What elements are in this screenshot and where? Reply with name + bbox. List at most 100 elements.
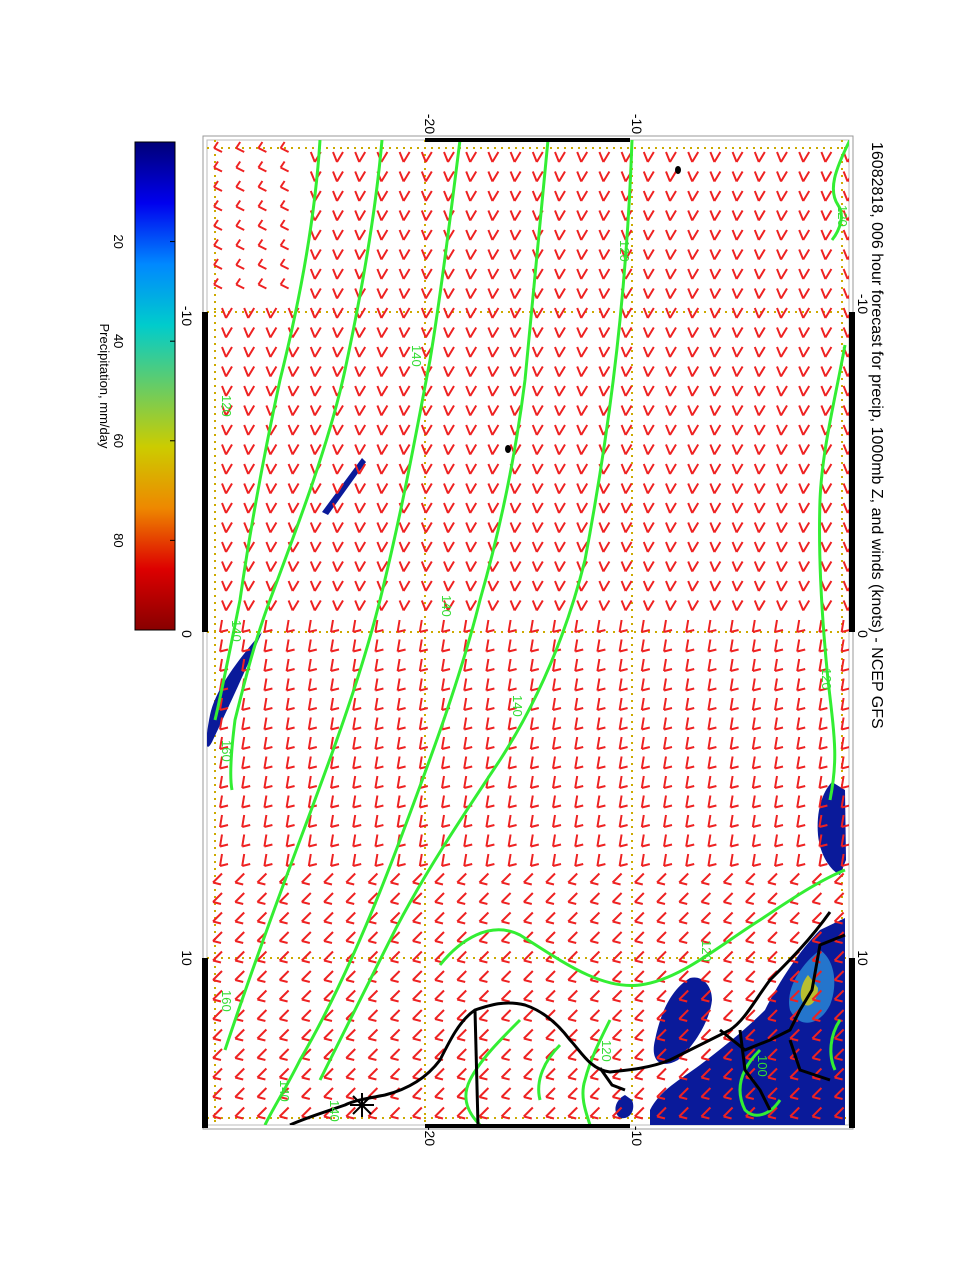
wind-barb xyxy=(396,697,406,711)
wind-barb xyxy=(420,170,433,183)
wind-barb xyxy=(567,1106,578,1120)
wind-barb xyxy=(354,424,367,436)
wind-barb xyxy=(243,502,256,514)
wind-barb xyxy=(665,307,677,319)
wind-barb xyxy=(642,248,655,261)
wind-barb xyxy=(620,560,633,573)
wind-barb xyxy=(709,599,722,612)
wind-barb xyxy=(441,639,451,653)
wind-barb xyxy=(818,736,828,750)
wind-barb xyxy=(642,326,655,339)
wind-barb xyxy=(774,814,784,828)
wind-barb xyxy=(576,307,589,319)
wind-barb xyxy=(833,970,845,983)
wind-barb xyxy=(552,678,562,692)
wind-barb xyxy=(507,658,517,672)
wind-barb xyxy=(598,229,611,241)
wind-barb xyxy=(463,853,473,867)
wind-barb xyxy=(731,580,744,592)
wind-barb xyxy=(507,853,517,867)
wind-barb xyxy=(330,639,340,653)
wind-barb xyxy=(554,365,566,378)
wind-barb xyxy=(434,1009,445,1022)
wind-barb xyxy=(412,1048,423,1061)
wind-barb xyxy=(576,482,589,495)
wind-barb xyxy=(731,365,744,378)
wind-barb xyxy=(443,170,455,183)
wind-barb xyxy=(500,989,512,1003)
wind-barb xyxy=(545,911,556,925)
wind-barb xyxy=(221,521,233,534)
wind-barb xyxy=(620,365,633,378)
wind-barb xyxy=(811,1087,823,1100)
wind-barb xyxy=(840,717,849,731)
wind-barb xyxy=(221,541,233,553)
wind-barb xyxy=(685,736,695,750)
wind-barb xyxy=(243,346,256,358)
wind-barb xyxy=(665,151,677,163)
wind-barb xyxy=(374,619,384,633)
wind-barb xyxy=(354,248,367,261)
wind-barb xyxy=(352,795,362,809)
wind-barb xyxy=(463,678,473,692)
wind-barb xyxy=(235,141,245,153)
wind-barb xyxy=(287,463,300,475)
wind-barb xyxy=(465,560,478,573)
wind-barb xyxy=(685,775,695,789)
wind-barb xyxy=(663,795,673,809)
wind-barb xyxy=(767,872,778,886)
wind-barb xyxy=(412,1087,423,1100)
wind-barb xyxy=(376,190,389,202)
wind-barb xyxy=(243,404,256,417)
wind-barb xyxy=(552,736,562,750)
wind-barb xyxy=(389,931,401,944)
wind-barb xyxy=(307,736,318,750)
wind-barb xyxy=(796,814,806,828)
wind-barb xyxy=(531,560,544,573)
wind-barb xyxy=(441,775,451,789)
wind-barb xyxy=(398,443,411,456)
wind-barb xyxy=(420,268,433,280)
wind-barb xyxy=(745,931,756,944)
wind-barb xyxy=(687,580,700,592)
wind-barb xyxy=(598,170,611,183)
wind-barb xyxy=(709,190,722,202)
wind-barb xyxy=(523,1048,534,1061)
wind-barb xyxy=(656,872,667,886)
wind-barb xyxy=(576,541,589,553)
wind-barb xyxy=(256,1048,268,1061)
wind-barb xyxy=(523,1087,534,1100)
wind-barb xyxy=(842,366,849,378)
wind-barb xyxy=(774,795,784,809)
wind-barb xyxy=(456,1106,467,1120)
top-lat-label: -20 xyxy=(422,114,438,134)
wind-barb xyxy=(820,404,833,417)
wind-barb xyxy=(840,814,849,828)
wind-barb xyxy=(212,1028,223,1042)
wind-barb xyxy=(776,307,788,319)
wind-barb xyxy=(642,385,655,397)
wind-barb xyxy=(634,1048,645,1061)
wind-barb xyxy=(576,326,589,339)
wind-barb xyxy=(376,463,389,475)
wind-barb xyxy=(352,853,362,867)
wind-barb xyxy=(665,541,677,553)
wind-barb xyxy=(796,678,806,692)
wind-barb xyxy=(456,1048,467,1061)
wind-barb xyxy=(709,268,722,280)
precip-area xyxy=(615,1095,634,1119)
wind-barb xyxy=(707,834,717,848)
wind-barb xyxy=(776,443,788,456)
wind-barb xyxy=(820,541,833,553)
wind-barb xyxy=(307,775,318,789)
wind-barb xyxy=(213,160,223,173)
wind-barb xyxy=(842,561,849,573)
wind-barb xyxy=(309,287,322,300)
wind-barb xyxy=(818,775,828,789)
wind-barb xyxy=(611,931,623,944)
wind-barb xyxy=(367,931,379,944)
wind-barb xyxy=(213,258,223,270)
wind-barb xyxy=(774,697,784,711)
wind-barb xyxy=(478,892,490,905)
